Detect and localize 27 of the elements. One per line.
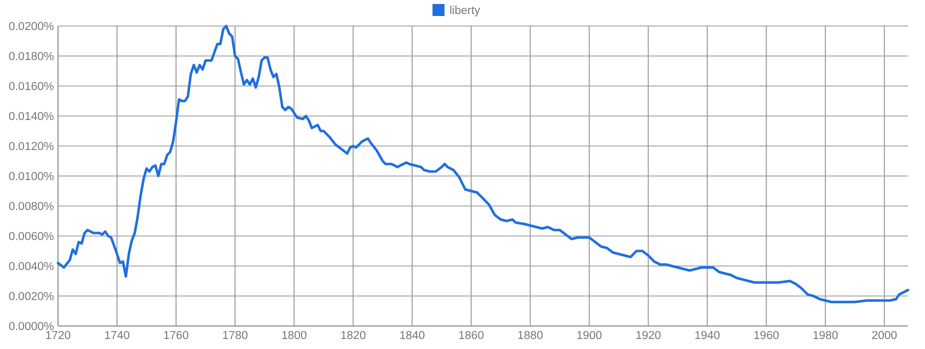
y-tick-label: 0.0120% xyxy=(8,141,54,154)
line-series xyxy=(56,24,910,304)
y-tick-label: 0.0060% xyxy=(8,231,54,244)
y-tick-label: 0.0180% xyxy=(8,51,54,64)
legend-label: liberty xyxy=(450,5,480,18)
x-tick-label: 1980 xyxy=(812,330,838,342)
y-tick-label: 0.0140% xyxy=(8,111,54,124)
y-tick-label: 0.0200% xyxy=(8,21,54,34)
x-tick-label: 1880 xyxy=(517,330,544,342)
y-tick-label: 0.0160% xyxy=(8,81,54,94)
y-tick-label: 0.0040% xyxy=(8,261,54,274)
x-tick-label: 1940 xyxy=(694,330,720,342)
x-tick-label: 1780 xyxy=(222,330,248,342)
x-tick-label: 1960 xyxy=(754,330,780,342)
x-tick-label: 1900 xyxy=(576,330,602,342)
y-tick-label: 0.0020% xyxy=(8,291,54,304)
x-tick-label: 1820 xyxy=(340,330,366,342)
x-tick-label: 1720 xyxy=(45,330,71,342)
x-tick-label: 1800 xyxy=(281,330,307,342)
x-tick-label: 1920 xyxy=(635,330,662,342)
x-tick-label: 1740 xyxy=(104,330,130,342)
x-tick-label: 1840 xyxy=(399,330,425,342)
y-tick-label: 0.0080% xyxy=(8,201,54,214)
x-tick-label: 1760 xyxy=(163,330,189,342)
x-tick-label: 2000 xyxy=(872,330,898,342)
x-tick-label: 1860 xyxy=(458,330,484,342)
y-tick-label: 0.0100% xyxy=(8,171,54,184)
